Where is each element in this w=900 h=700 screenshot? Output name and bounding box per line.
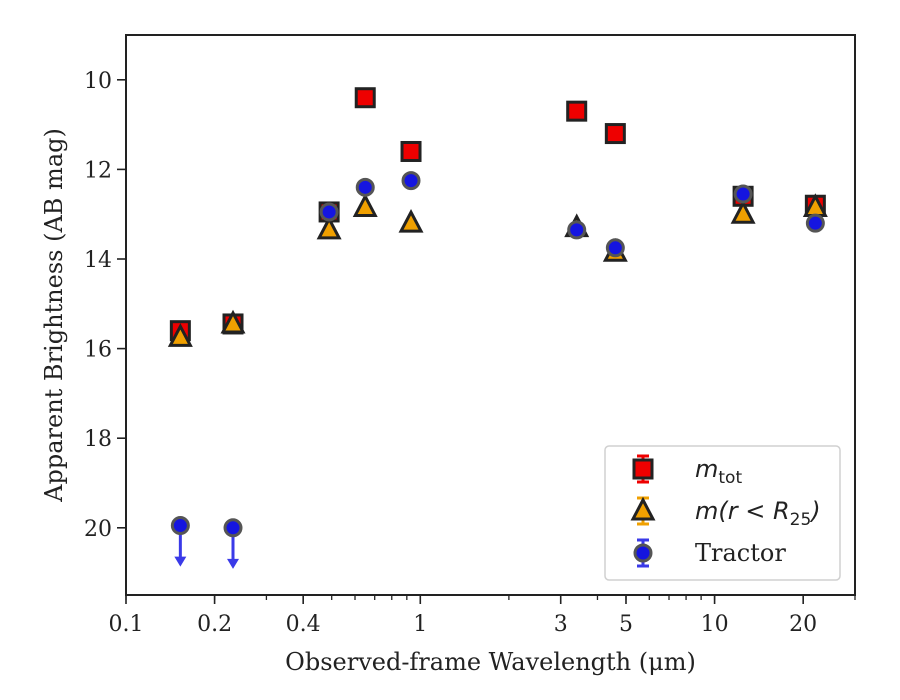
legend-entry: mtot: [632, 454, 742, 488]
x-tick-label: 0.4: [286, 612, 321, 637]
y-tick-label: 10: [84, 69, 112, 94]
plot-frame: [125, 34, 856, 596]
legend-entry: Tractor: [633, 538, 786, 568]
x-tick-label: 1: [413, 612, 427, 637]
legend-box: [604, 445, 841, 581]
x-tick-label: 10: [701, 612, 729, 637]
x-tick-label: 5: [619, 612, 633, 637]
tractor-point: [733, 184, 753, 204]
tractor-limit-arrowhead: [174, 556, 187, 567]
y-tick-label: 20: [84, 517, 112, 542]
tractor-limit-arrowhead: [227, 558, 240, 569]
tractor-point: [319, 202, 339, 222]
y-tick-label: 12: [84, 158, 112, 183]
tractor-point: [567, 220, 587, 240]
legend-label: m(r < R25): [695, 497, 821, 530]
x-tick-label: 0.2: [197, 612, 232, 637]
data-points: [167, 87, 828, 569]
mtot-point: [354, 87, 376, 109]
tractor-point: [401, 171, 421, 191]
legend-label: Tractor: [695, 539, 786, 567]
legend-label: mtot: [695, 455, 742, 488]
mtot-point: [400, 140, 422, 162]
x-axis-label: Observed-frame Wavelength (μm): [285, 648, 696, 676]
tractor-point: [170, 516, 190, 536]
mr25-point: [167, 323, 193, 347]
legend: mtot m(r < R25) Tractor: [604, 445, 841, 581]
legend-marker: [633, 543, 653, 563]
y-tick-label: 16: [84, 338, 112, 363]
mr25-point: [730, 199, 756, 224]
tractor-point: [605, 238, 625, 258]
legend-marker: [632, 458, 654, 480]
legend-marker: [630, 496, 656, 521]
x-tick-label: 3: [554, 612, 568, 637]
mr25-point: [316, 215, 342, 240]
tractor-point: [805, 213, 825, 233]
y-tick-label: 14: [84, 248, 112, 273]
legend-entry: m(r < R25): [630, 496, 821, 530]
x-tick-label: 20: [789, 612, 817, 637]
tick-labels: 0.1 0.2 0.4 1 3 5 10 20 10 12 14 16 18 20: [84, 69, 817, 637]
mr25-point: [398, 208, 424, 233]
mtot-point: [604, 123, 626, 145]
x-tick-label: 0.1: [109, 612, 144, 637]
mtot-point: [566, 100, 588, 122]
mr25-point: [220, 309, 246, 334]
tractor-point: [355, 177, 375, 197]
tractor-point: [223, 518, 243, 538]
mr25-point: [352, 193, 378, 217]
y-axis-label: Apparent Brightness (AB mag): [40, 128, 68, 503]
y-tick-label: 18: [84, 427, 112, 452]
